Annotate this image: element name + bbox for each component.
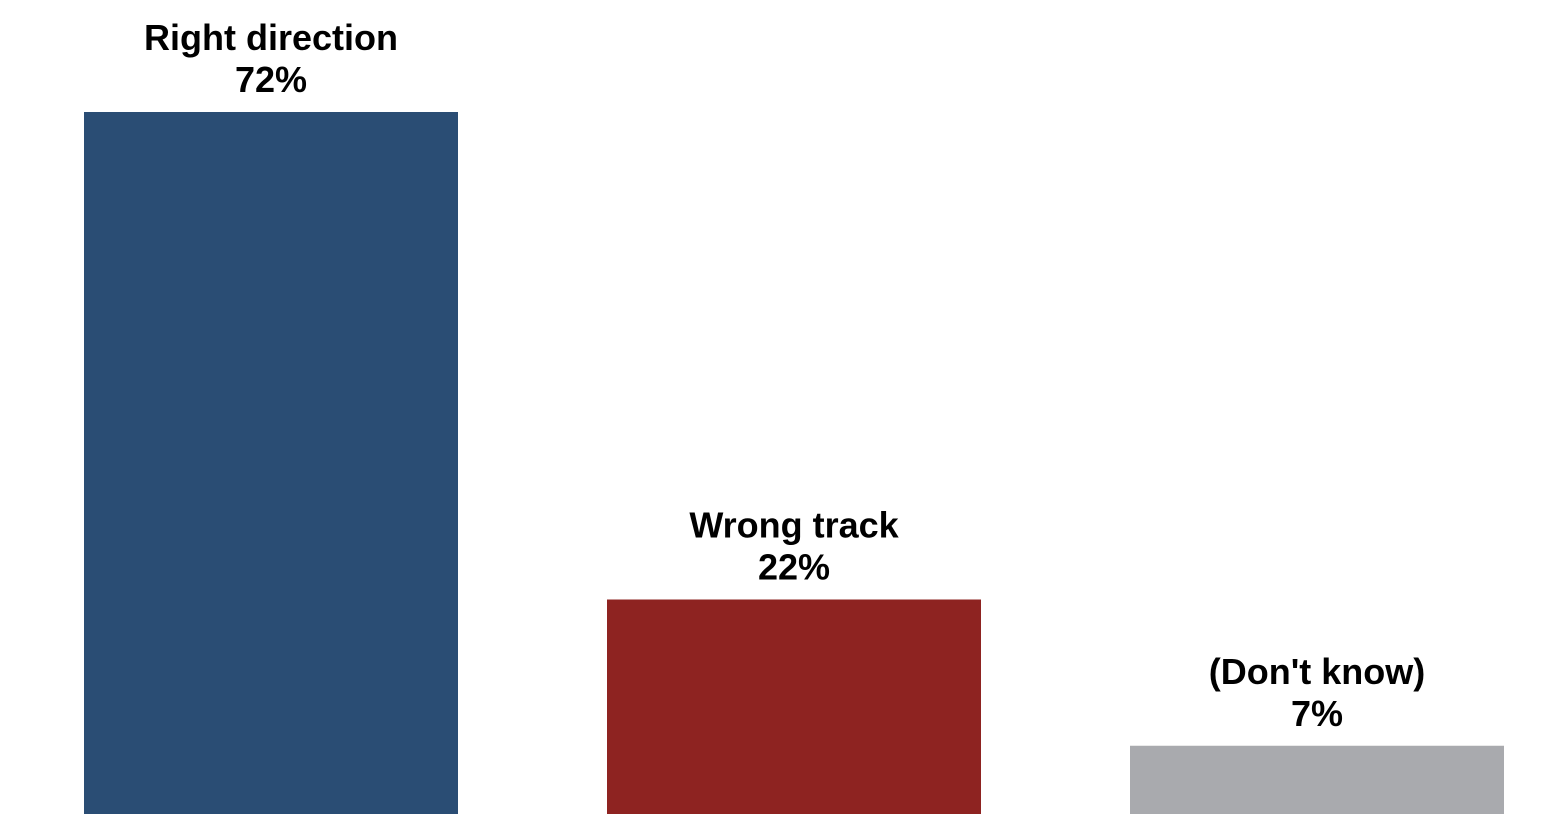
bar-don-t-know xyxy=(1130,745,1504,814)
bar-wrong-track xyxy=(607,599,981,814)
bar-right-direction xyxy=(84,112,458,814)
category-label-right-direction: Right direction xyxy=(144,17,398,58)
category-label-don-t-know: (Don't know) xyxy=(1209,651,1426,692)
bars-group xyxy=(84,112,1504,814)
category-label-wrong-track: Wrong track xyxy=(689,505,899,546)
value-label-don-t-know: 7% xyxy=(1291,693,1343,734)
value-label-right-direction: 72% xyxy=(235,59,307,100)
value-label-wrong-track: 22% xyxy=(758,547,830,588)
